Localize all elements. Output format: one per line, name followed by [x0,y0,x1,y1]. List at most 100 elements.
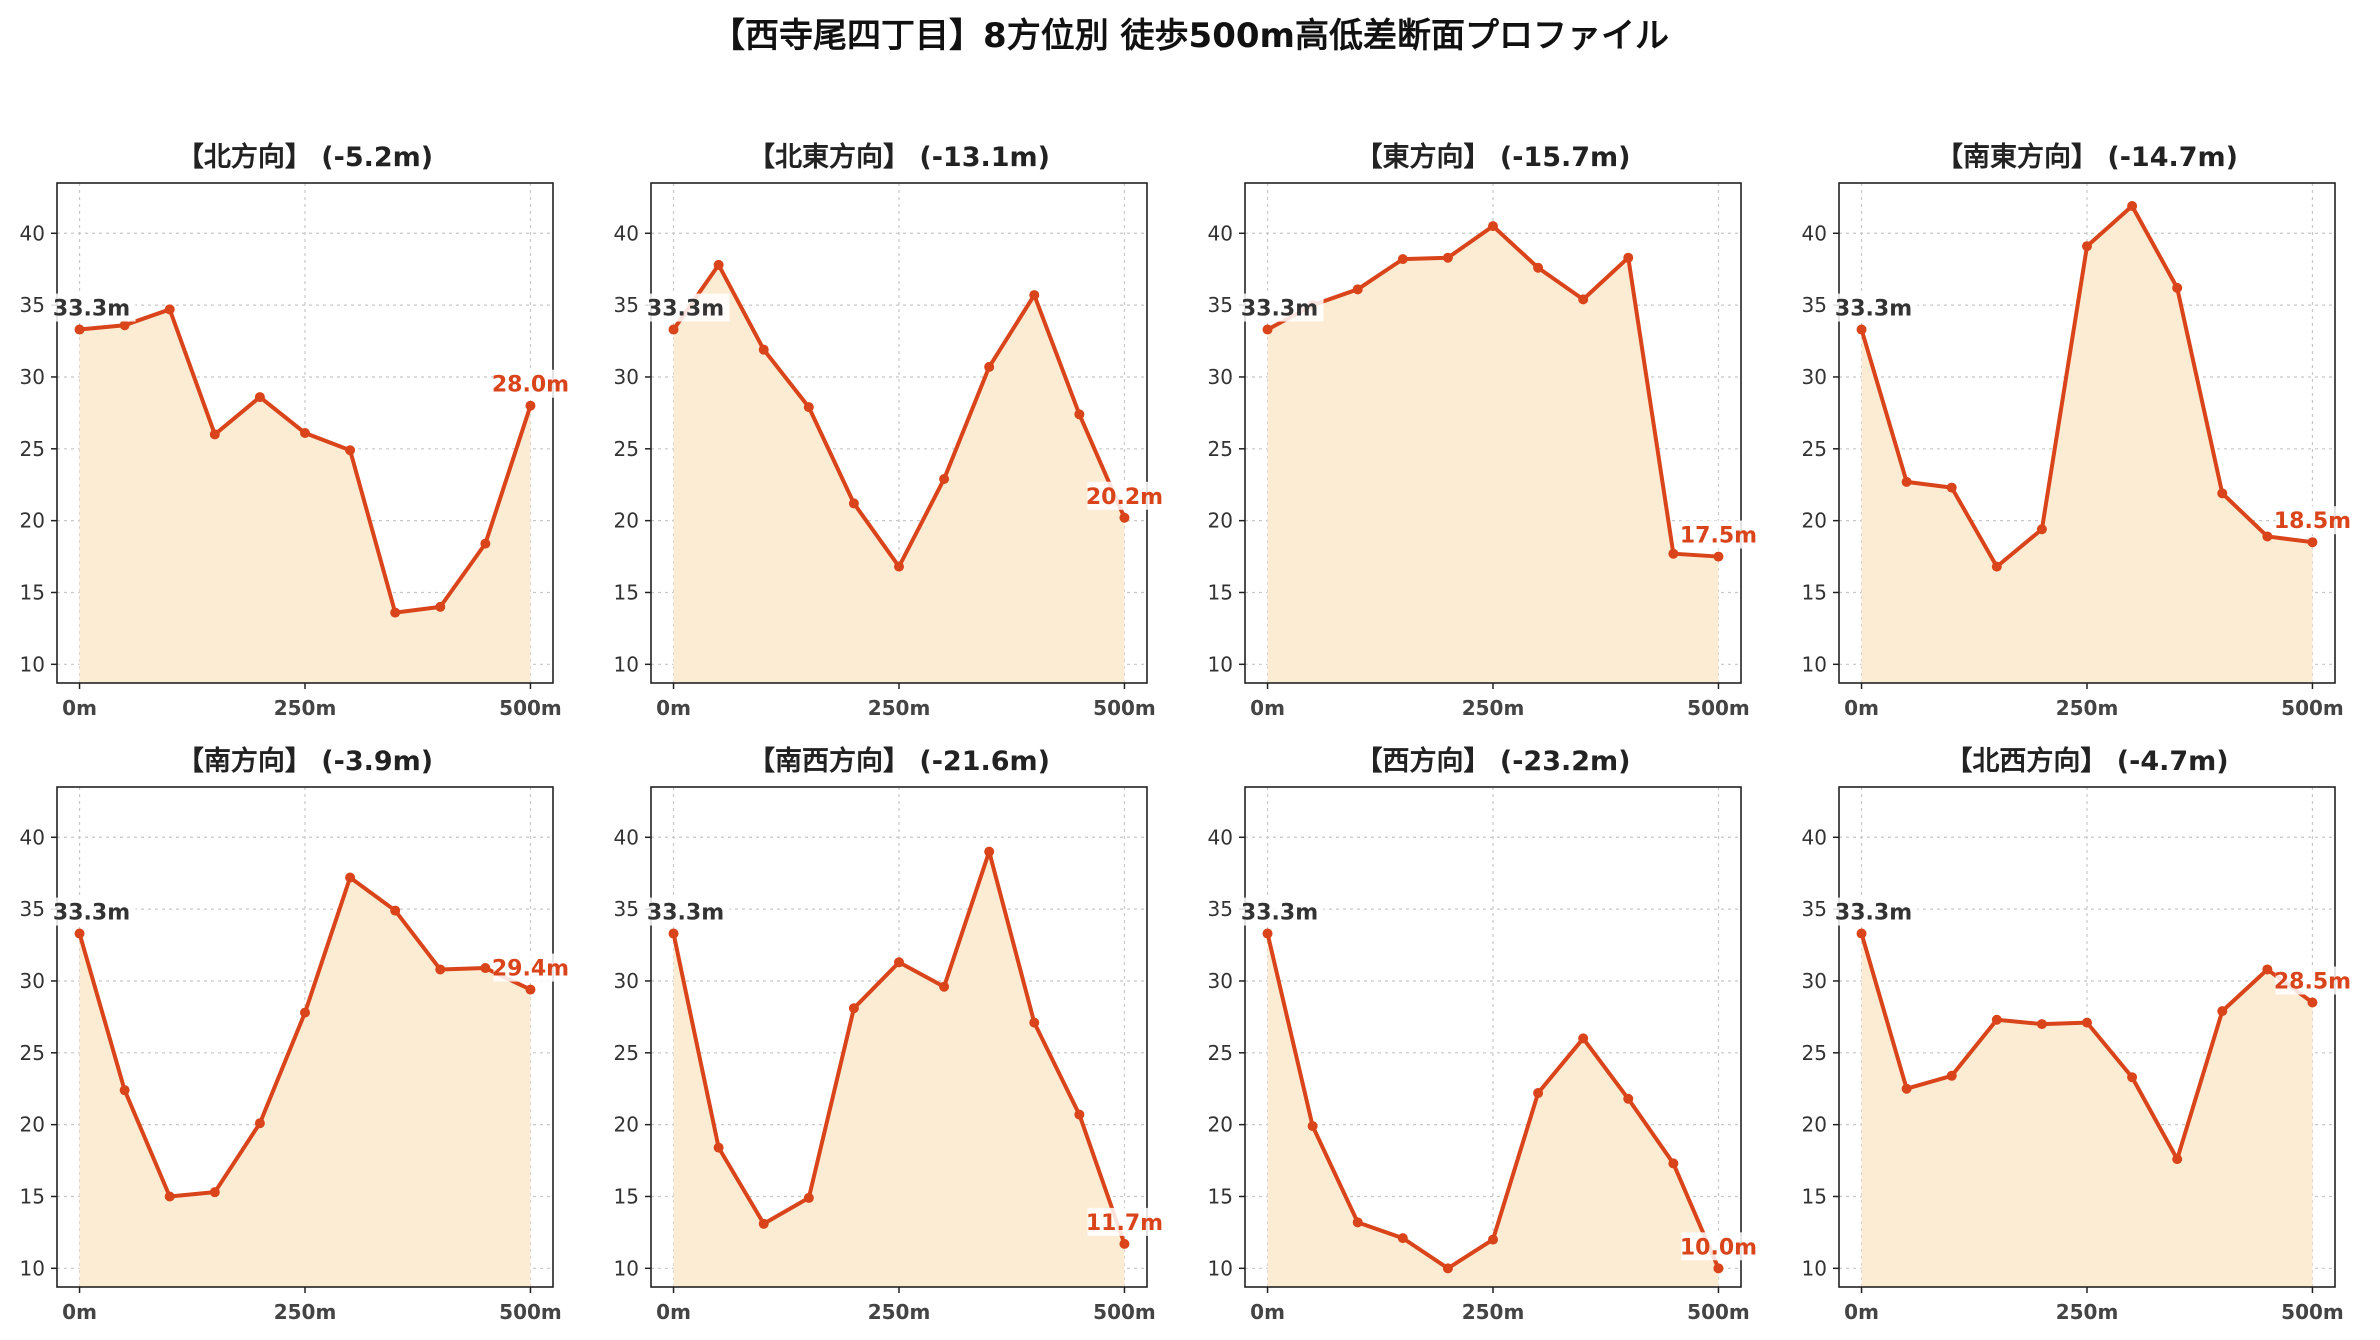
y-tick-label: 10 [614,652,639,676]
y-tick-label: 25 [614,1041,639,1065]
data-point [119,1085,130,1096]
data-point [939,473,950,484]
data-point [2036,524,2047,535]
start-label-bg [639,897,730,926]
data-point [390,607,401,618]
data-point [74,324,85,335]
data-point [1623,252,1634,263]
data-point [254,1118,265,1129]
y-tick-label: 10 [614,1256,639,1280]
subplot-5: 10 15 20 25 30 35 40 0m 250m 500m 【南方向】 (-3.9m) 33.… [20,745,570,1324]
data-point [668,928,679,939]
data-point [1488,1234,1498,1245]
area-fill [673,264,1125,683]
data-point [1442,1263,1453,1274]
data-point [1713,551,1724,562]
data-point [2217,488,2228,499]
data-point [209,1187,220,1198]
data-point [2082,241,2092,252]
y-tick-label: 40 [1208,825,1233,849]
data-point [2127,200,2138,211]
data-point [435,601,446,612]
data-point [984,846,995,857]
y-tick-label: 40 [614,825,639,849]
x-tick-label: 0m [656,1300,691,1324]
y-tick-label: 25 [1802,437,1827,461]
y-tick-label: 30 [1208,365,1233,389]
subplot-title: 【東方向】 (-15.7m) [1355,141,1630,173]
end-label-bg [2275,506,2350,535]
data-point [713,259,724,270]
data-point [984,361,995,372]
area-fill [673,851,1125,1287]
y-tick-label: 20 [20,1113,45,1137]
x-tick-label: 500m [2281,696,2344,720]
y-tick-label: 35 [1208,293,1233,317]
y-tick-label: 15 [1208,1184,1233,1208]
y-tick-label: 30 [1208,969,1233,993]
y-tick-label: 30 [614,365,639,389]
y-tick-label: 25 [614,437,639,461]
start-label-bg [1233,293,1324,322]
y-tick-label: 40 [1802,825,1827,849]
data-point [1262,928,1273,939]
data-point [1623,1093,1634,1104]
data-point [848,498,859,509]
area-fill [1267,933,1719,1287]
data-point [1533,262,1544,273]
x-tick-label: 0m [1250,696,1285,720]
end-elevation-label: 18.5m [2274,509,2351,534]
data-point [164,304,175,315]
area-fill [1267,226,1719,683]
y-tick-label: 10 [20,1256,45,1280]
data-point [1307,1121,1318,1132]
y-tick-label: 20 [1208,509,1233,533]
data-point [939,981,950,992]
y-tick-label: 10 [1208,1256,1233,1280]
y-tick-label: 15 [1802,580,1827,604]
data-point [254,392,265,403]
x-tick-label: 250m [868,696,931,720]
data-point [2127,1072,2138,1083]
y-tick-label: 15 [1802,1184,1827,1208]
area-fill [79,877,531,1287]
end-label-bg [1681,520,1756,549]
start-label-bg [639,293,730,322]
data-point [2082,1017,2092,1028]
start-label-bg [1827,293,1918,322]
y-tick-label: 35 [614,897,639,921]
data-point [435,964,446,975]
y-tick-label: 15 [614,580,639,604]
end-elevation-label: 28.5m [2274,970,2351,995]
area-fill [1861,205,2313,683]
data-point [1397,254,1408,265]
subplot-4: 10 15 20 25 30 35 40 0m 250m 500m 【南東方向】 (-14.7m) 3… [1802,141,2352,720]
y-tick-label: 20 [1802,509,1827,533]
data-point [894,561,904,572]
y-tick-label: 30 [20,969,45,993]
y-tick-label: 30 [20,365,45,389]
y-tick-label: 40 [20,221,45,245]
data-point [1119,512,1130,523]
subplot-title: 【北西方向】 (-4.7m) [1945,745,2228,777]
data-point [1119,1238,1130,1249]
start-elevation-label: 33.3m [1835,901,1912,926]
data-point [345,445,356,456]
data-point [1901,1083,1912,1094]
subplot-title: 【南方向】 (-3.9m) [177,745,433,777]
data-point [2172,282,2183,293]
data-point [1352,1217,1363,1228]
data-point [1668,1158,1679,1169]
end-label-bg [1087,1207,1162,1236]
data-point [2307,997,2318,1008]
figure-title: 【西寺尾四丁目】8方位別 徒歩500m高低差断面プロファイル [711,16,1669,56]
x-tick-label: 0m [62,696,97,720]
data-point [1074,409,1085,420]
start-label-bg [45,293,136,322]
start-elevation-label: 33.3m [1835,297,1912,322]
y-tick-label: 35 [20,897,45,921]
y-tick-label: 35 [614,293,639,317]
data-point [1991,1014,2002,1025]
y-tick-label: 20 [1208,1113,1233,1137]
y-tick-label: 30 [1802,969,1827,993]
